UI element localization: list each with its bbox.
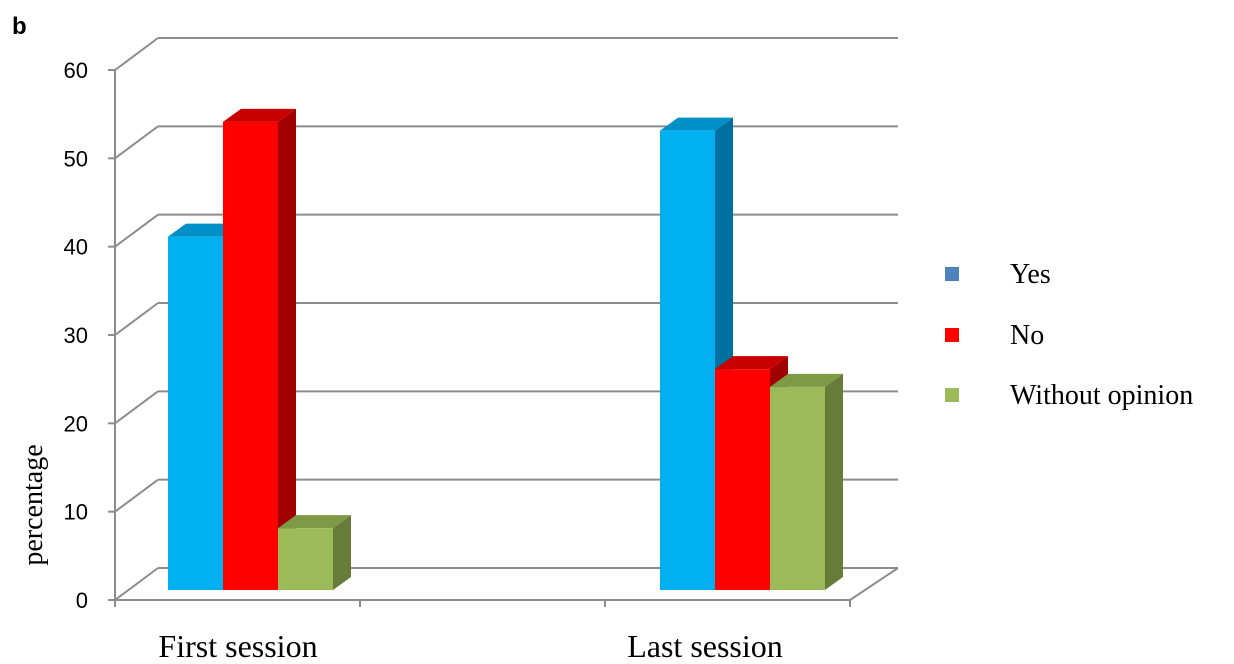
bar-first-session-no <box>223 121 278 590</box>
legend-label: Without opinion <box>1010 380 1193 411</box>
gridline-diag-40 <box>114 213 159 248</box>
y-tick-label: 10 <box>64 500 88 525</box>
y-tick-label: 40 <box>64 235 88 260</box>
legend-swatch <box>945 267 959 281</box>
gridline-diag-0 <box>114 567 159 601</box>
gridline-diag-10 <box>114 478 159 513</box>
bar-top <box>278 515 351 529</box>
gridline-diag-50 <box>114 125 159 160</box>
bar-side <box>825 373 843 590</box>
bar-top <box>770 373 843 387</box>
labels-layer: 0 10 20 30 40 50 60 First session Last session <box>64 58 783 664</box>
bars-layer <box>168 108 843 591</box>
bar-first-session-yes <box>168 236 223 590</box>
y-tick-label: 60 <box>64 58 88 83</box>
bar-top <box>715 356 788 370</box>
legend-label: Yes <box>1010 259 1051 290</box>
axis-layer <box>108 69 851 607</box>
bar-top <box>660 117 733 131</box>
panel-letter: b <box>12 13 27 40</box>
x-category-label: First session <box>158 628 317 664</box>
bar-last-session-yes <box>660 130 715 590</box>
bar-last-session-without-opinion <box>770 386 825 590</box>
gridline-diag-30 <box>114 302 159 336</box>
legend: Yes No Without opinion <box>945 259 1193 411</box>
legend-swatch <box>945 388 959 402</box>
y-axis-title: percentage <box>18 444 49 565</box>
bar-top <box>168 223 241 237</box>
y-tick-label: 0 <box>76 588 88 613</box>
bar-side <box>333 515 351 590</box>
bar-first-session-without-opinion <box>278 528 333 590</box>
gridline-diag-60 <box>114 37 159 71</box>
legend-label: No <box>1010 320 1044 351</box>
y-tick-label: 30 <box>64 323 88 348</box>
gridline-diag-20 <box>114 390 159 425</box>
floor-right-edge <box>849 567 899 601</box>
bar-last-session-no <box>715 369 770 590</box>
x-category-label: Last session <box>627 628 783 664</box>
y-tick-label: 20 <box>64 411 88 436</box>
bar-top <box>223 108 296 122</box>
bar-side <box>278 108 296 590</box>
y-tick-label: 50 <box>64 146 88 171</box>
legend-swatch <box>945 328 959 342</box>
